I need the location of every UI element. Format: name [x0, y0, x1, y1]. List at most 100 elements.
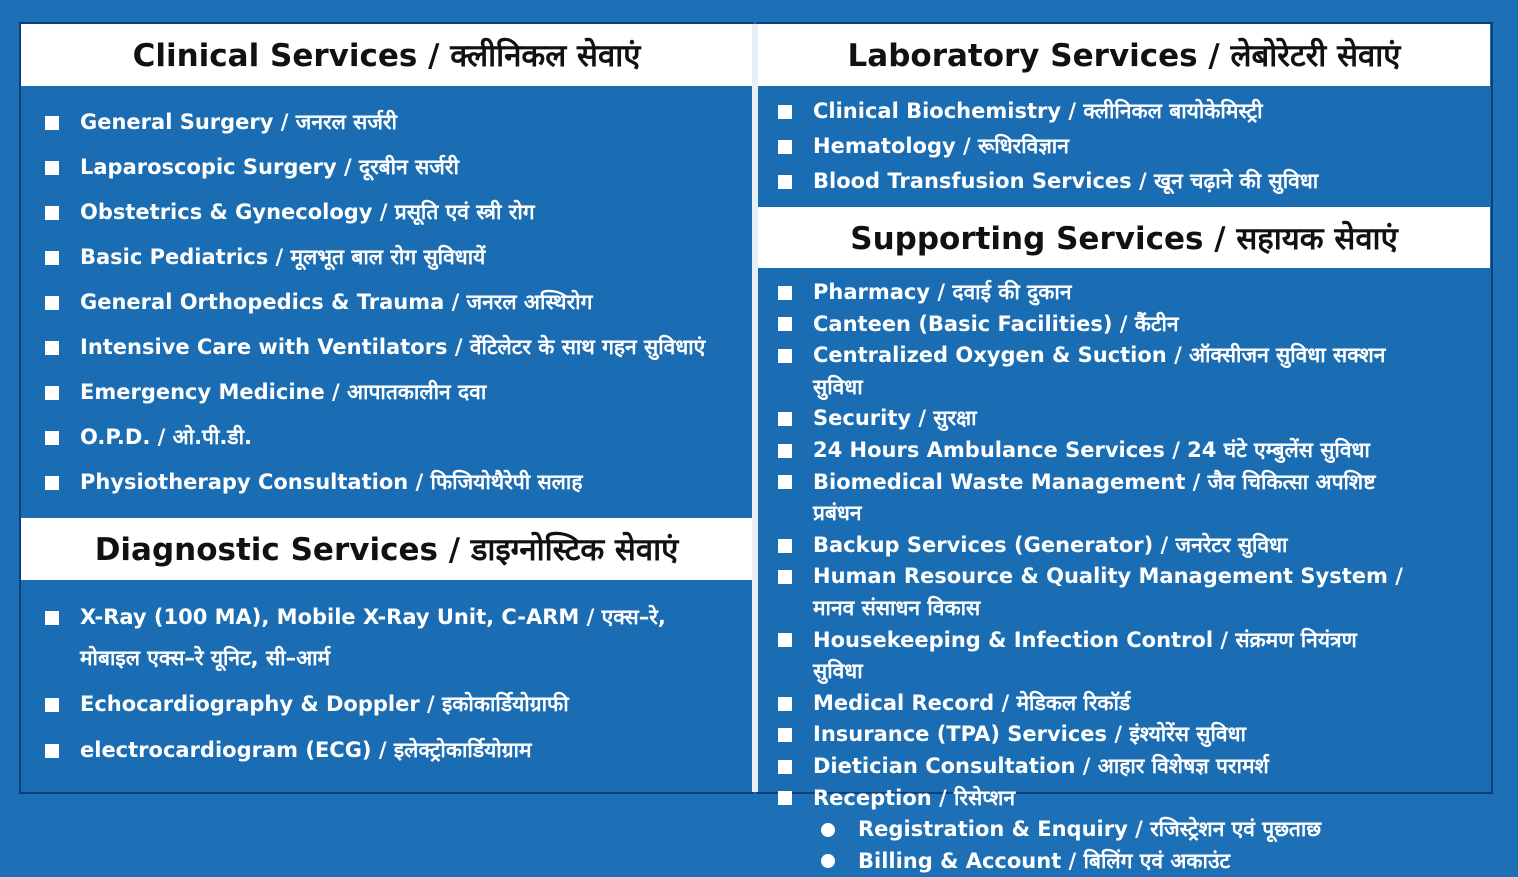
list-item: Security / सुरक्षा: [778, 403, 1413, 435]
item-text: Biomedical Waste Management / जैव चिकित्…: [813, 469, 1376, 526]
bullet: [45, 340, 59, 355]
item-list: X-Ray (100 MA), Mobile X-Ray Unit, C-ARM…: [45, 597, 710, 776]
list-item: Physiotherapy Consultation / फिजियोथैरेप…: [45, 460, 745, 505]
bullet: [778, 475, 792, 490]
item-text: General Surgery / जनरल सर्जरी: [80, 110, 397, 134]
bullet: [778, 443, 792, 458]
bullet: [778, 139, 792, 154]
item-text: Physiotherapy Consultation / फिजियोथैरेप…: [80, 470, 583, 494]
bullet: [45, 250, 59, 265]
bullet: [45, 385, 59, 400]
list-item: Biomedical Waste Management / जैव चिकित्…: [778, 467, 1413, 530]
bullet: [45, 430, 59, 445]
bullet: [778, 348, 792, 363]
list-item: Echocardiography & Doppler / इकोकार्डियो…: [45, 684, 710, 725]
bullet: [778, 759, 792, 774]
list-item: Human Resource & Quality Management Syst…: [778, 561, 1413, 624]
list-item: General Orthopedics & Trauma / जनरल अस्थ…: [45, 280, 745, 325]
list-item: General Surgery / जनरल सर्जरी: [45, 100, 745, 145]
item-text: O.P.D. / ओ.पी.डी.: [80, 425, 253, 449]
item-text: Obstetrics & Gynecology / प्रसूति एवं स्…: [80, 200, 535, 224]
section-title: Diagnostic Services / डाइग्नोस्टिक सेवाए…: [21, 518, 752, 580]
item-text: Insurance (TPA) Services / इंश्योरेंस सु…: [813, 722, 1246, 747]
bullet: [45, 475, 59, 490]
list-item: Obstetrics & Gynecology / प्रसूति एवं स्…: [45, 190, 745, 235]
sub-bullet: [821, 854, 835, 869]
bullet: [778, 317, 792, 332]
bullet: [45, 610, 59, 625]
item-list: Clinical Biochemistry / क्लीनिकल बायोकेम…: [778, 94, 1483, 199]
bullet: [778, 696, 792, 711]
list-item: 24 Hours Ambulance Services / 24 घंटे एम…: [778, 435, 1413, 467]
item-text: 24 Hours Ambulance Services / 24 घंटे एम…: [813, 437, 1370, 462]
list-item: Centralized Oxygen & Suction / ऑक्सीजन स…: [778, 340, 1413, 403]
list-item: electrocardiogram (ECG) / इलेक्ट्रोकार्ड…: [45, 730, 710, 771]
list-item: Housekeeping & Infection Control / संक्र…: [778, 625, 1413, 688]
sub-item: Registration & Enquiry / रजिस्ट्रेशन एवं…: [813, 814, 1413, 846]
section-title: Supporting Services / सहायक सेवाएं: [758, 207, 1490, 268]
bullet: [778, 174, 792, 189]
item-text: General Orthopedics & Trauma / जनरल अस्थ…: [80, 290, 593, 314]
list-item: Canteen (Basic Facilities) / कैंटीन: [778, 309, 1413, 341]
list-item: Blood Transfusion Services / खून चढ़ाने …: [778, 164, 1483, 199]
item-list: General Surgery / जनरल सर्जरी Laparoscopi…: [45, 100, 745, 505]
item-text: Echocardiography & Doppler / इकोकार्डियो…: [80, 692, 569, 716]
bullet: [778, 104, 792, 119]
item-text: Centralized Oxygen & Suction / ऑक्सीजन स…: [813, 343, 1386, 399]
item-text: Blood Transfusion Services / खून चढ़ाने …: [813, 169, 1319, 193]
list-item: O.P.D. / ओ.पी.डी.: [45, 415, 745, 460]
sub-item-text: Registration & Enquiry / रजिस्ट्रेशन एवं…: [858, 817, 1322, 842]
item-text: electrocardiogram (ECG) / इलेक्ट्रोकार्ड…: [80, 738, 532, 762]
bullet: [45, 115, 59, 130]
bullet: [778, 791, 792, 806]
item-text: Basic Pediatrics / मूलभूत बाल रोग सुविधा…: [80, 245, 486, 269]
list-item: Laparoscopic Surgery / दूरबीन सर्जरी: [45, 145, 745, 190]
item-text: Hematology / रूधिरविज्ञान: [813, 134, 1069, 158]
list-item: Pharmacy / दवाई की दुकान: [778, 277, 1413, 309]
bullet: [778, 633, 792, 648]
bullet: [45, 743, 59, 758]
item-text: Laparoscopic Surgery / दूरबीन सर्जरी: [80, 155, 459, 179]
bullet: [45, 205, 59, 220]
list-item: X-Ray (100 MA), Mobile X-Ray Unit, C-ARM…: [45, 597, 710, 679]
list-item: Insurance (TPA) Services / इंश्योरेंस सु…: [778, 719, 1413, 751]
item-text: Security / सुरक्षा: [813, 406, 977, 431]
item-text: Pharmacy / दवाई की दुकान: [813, 280, 1072, 304]
item-text: Clinical Biochemistry / क्लीनिकल बायोकेम…: [813, 99, 1263, 123]
list-item: Intensive Care with Ventilators / वेंटिल…: [45, 325, 745, 370]
item-list: Pharmacy / दवाई की दुकान Canteen (Basic F…: [778, 277, 1413, 877]
item-text: Emergency Medicine / आपातकालीन दवा: [80, 380, 487, 404]
section-title: Laboratory Services / लेबोरेटरी सेवाएं: [758, 24, 1490, 86]
item-text: Medical Record / मेडिकल रिकॉर्ड: [813, 690, 1131, 715]
bullet: [778, 412, 792, 427]
bullet: [778, 285, 792, 300]
bullet: [45, 295, 59, 310]
bullet: [778, 570, 792, 585]
left-panel: [19, 22, 754, 794]
sub-item: Billing & Account / बिलिंग एवं अकाउंट: [813, 846, 1413, 877]
sub-item-text: Billing & Account / बिलिंग एवं अकाउंट: [858, 848, 1231, 873]
poster: (() => { const data = JSON.parse(documen…: [19, 22, 1493, 873]
divider: [752, 24, 758, 792]
item-text: Backup Services (Generator) / जनरेटर सुव…: [813, 532, 1288, 557]
item-text: Housekeeping & Infection Control / संक्र…: [813, 627, 1357, 684]
item-text: X-Ray (100 MA), Mobile X-Ray Unit, C-ARM…: [80, 605, 666, 670]
bullet: [45, 160, 59, 175]
list-item: Emergency Medicine / आपातकालीन दवा: [45, 370, 745, 415]
list-item: Clinical Biochemistry / क्लीनिकल बायोकेम…: [778, 94, 1483, 129]
section-title: Clinical Services / क्लीनिकल सेवाएं: [21, 24, 752, 86]
item-text: Human Resource & Quality Management Syst…: [813, 564, 1403, 620]
item-text: Reception / रिसेप्शन: [813, 785, 1016, 810]
sub-bullet: [821, 822, 835, 837]
item-text: Canteen (Basic Facilities) / कैंटीन: [813, 311, 1179, 336]
list-item: Backup Services (Generator) / जनरेटर सुव…: [778, 530, 1413, 562]
bullet: [778, 538, 792, 553]
bullet: [45, 697, 59, 712]
item-text: Dietician Consultation / आहार विशेषज्ञ प…: [813, 753, 1269, 778]
list-item: Hematology / रूधिरविज्ञान: [778, 129, 1483, 164]
item-text: Intensive Care with Ventilators / वेंटिल…: [80, 335, 706, 359]
list-item: Basic Pediatrics / मूलभूत बाल रोग सुविधा…: [45, 235, 745, 280]
right-panel: [756, 22, 1493, 794]
bullet: [778, 728, 792, 743]
list-item: Dietician Consultation / आहार विशेषज्ञ प…: [778, 751, 1413, 783]
